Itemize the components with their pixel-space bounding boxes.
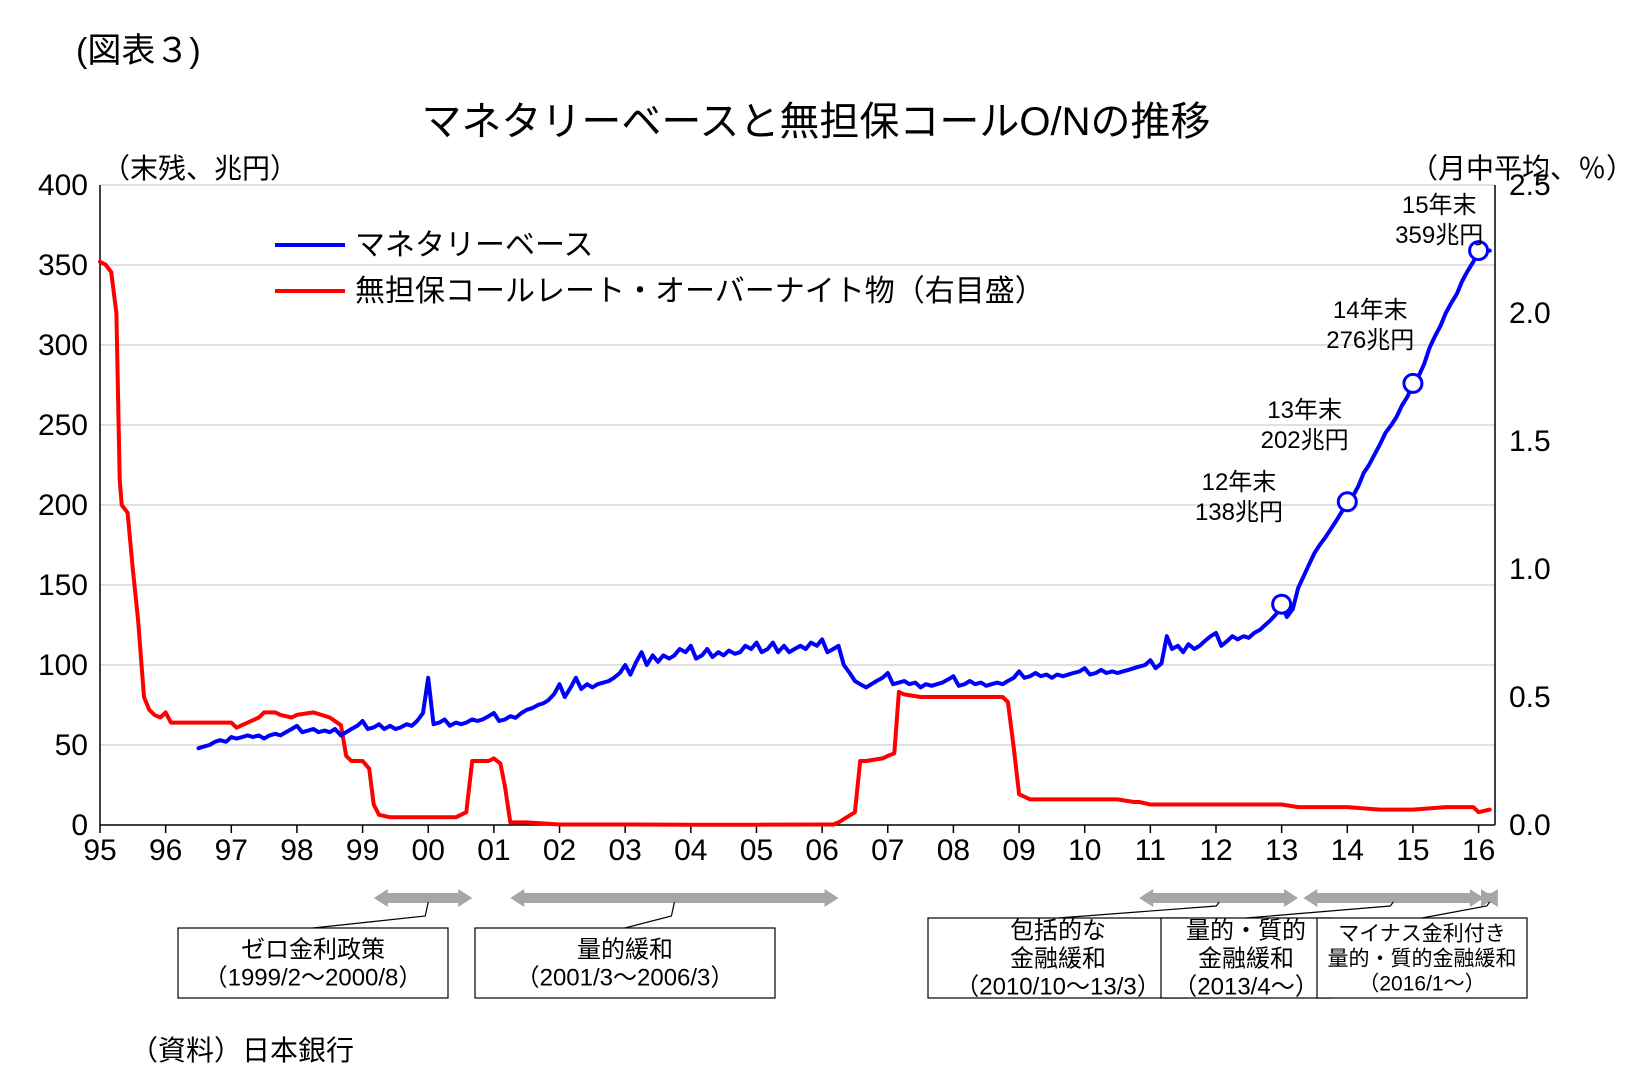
legend-item-1: マネタリーベース (355, 229, 594, 262)
svg-text:07: 07 (871, 834, 904, 867)
left-axis-label: （末残、兆円） (102, 153, 298, 184)
svg-text:02: 02 (543, 834, 576, 867)
chart-svg: 05 01 00 150 200 250 300 350 400 0.0 0.5 1.0 1.5 2.0 2… (0, 0, 1632, 1089)
annotation: 276兆円 (1326, 327, 1414, 354)
svg-text:150: 150 (38, 569, 88, 602)
svg-text:350: 350 (38, 249, 88, 282)
policy-label: 包括的な (1010, 917, 1106, 944)
svg-text:97: 97 (215, 834, 248, 867)
figure-label: (図表３) (76, 32, 201, 70)
svg-text:99: 99 (346, 834, 379, 867)
marker (1273, 595, 1291, 613)
svg-text:14: 14 (1331, 834, 1364, 867)
policy-label: 量的・質的 (1186, 917, 1306, 944)
svg-text:300: 300 (38, 329, 88, 362)
svg-text:06: 06 (805, 834, 838, 867)
policy-label: 量的緩和 (577, 936, 673, 963)
svg-text:2.0: 2.0 (1509, 297, 1551, 330)
svg-text:0.0: 0.0 (1509, 809, 1551, 842)
policy-label: （2010/10～13/3） (955, 973, 1160, 1000)
annotation: 12年末 (1202, 469, 1277, 496)
policy-label: 量的・質的金融緩和 (1328, 947, 1517, 970)
marker (1404, 374, 1422, 392)
policy-label: 金融緩和 (1198, 945, 1294, 972)
svg-text:200: 200 (38, 489, 88, 522)
svg-text:16: 16 (1462, 834, 1495, 867)
marker (1338, 493, 1356, 511)
policy-label: ゼロ金利政策 (241, 936, 385, 963)
policy-label: （2016/1～） (1358, 972, 1485, 995)
svg-text:1.0: 1.0 (1509, 553, 1551, 586)
annotation: 13年末 (1267, 397, 1342, 424)
source: （資料）日本銀行 (130, 1035, 354, 1066)
svg-text:0.5: 0.5 (1509, 681, 1551, 714)
policy-label: （2013/4～） (1173, 973, 1318, 1000)
svg-text:95: 95 (83, 834, 116, 867)
svg-text:100: 100 (38, 649, 88, 682)
right-axis-label: （月中平均、％） (1410, 153, 1632, 184)
chart-figure: { "figure_label": "(図表３)", "title": "マネタ… (0, 0, 1632, 1089)
series1-line (199, 251, 1490, 749)
annotation: 202兆円 (1261, 427, 1349, 454)
policy-label: （1999/2～2000/8） (204, 964, 423, 991)
annotation: 14年末 (1333, 297, 1408, 324)
svg-text:03: 03 (608, 834, 641, 867)
svg-text:98: 98 (280, 834, 313, 867)
svg-text:01: 01 (477, 834, 510, 867)
policy-label: （2001/3～2006/3） (516, 964, 735, 991)
svg-text:05: 05 (740, 834, 773, 867)
svg-text:400: 400 (38, 169, 88, 202)
svg-text:15: 15 (1396, 834, 1429, 867)
svg-text:11: 11 (1135, 834, 1166, 867)
series2-line (100, 262, 1490, 825)
svg-text:50: 50 (55, 729, 88, 762)
svg-text:96: 96 (149, 834, 182, 867)
annotation: 15年末 (1402, 192, 1477, 219)
annotation: 138兆円 (1195, 499, 1283, 526)
svg-text:12: 12 (1199, 834, 1232, 867)
svg-text:00: 00 (412, 834, 445, 867)
policy-label: マイナス金利付き (1338, 922, 1506, 945)
svg-text:250: 250 (38, 409, 88, 442)
svg-text:10: 10 (1068, 834, 1101, 867)
legend-item-2: 無担保コールレート・オーバーナイト物（右目盛） (355, 275, 1045, 308)
svg-text:1.5: 1.5 (1509, 425, 1551, 458)
annotation: 359兆円 (1395, 222, 1483, 249)
svg-text:09: 09 (1002, 834, 1035, 867)
svg-text:13: 13 (1265, 834, 1298, 867)
policy-label: 金融緩和 (1010, 945, 1106, 972)
chart-title: マネタリーベースと無担保コールO/Nの推移 (421, 100, 1210, 144)
svg-text:04: 04 (674, 834, 707, 867)
svg-text:08: 08 (937, 834, 970, 867)
